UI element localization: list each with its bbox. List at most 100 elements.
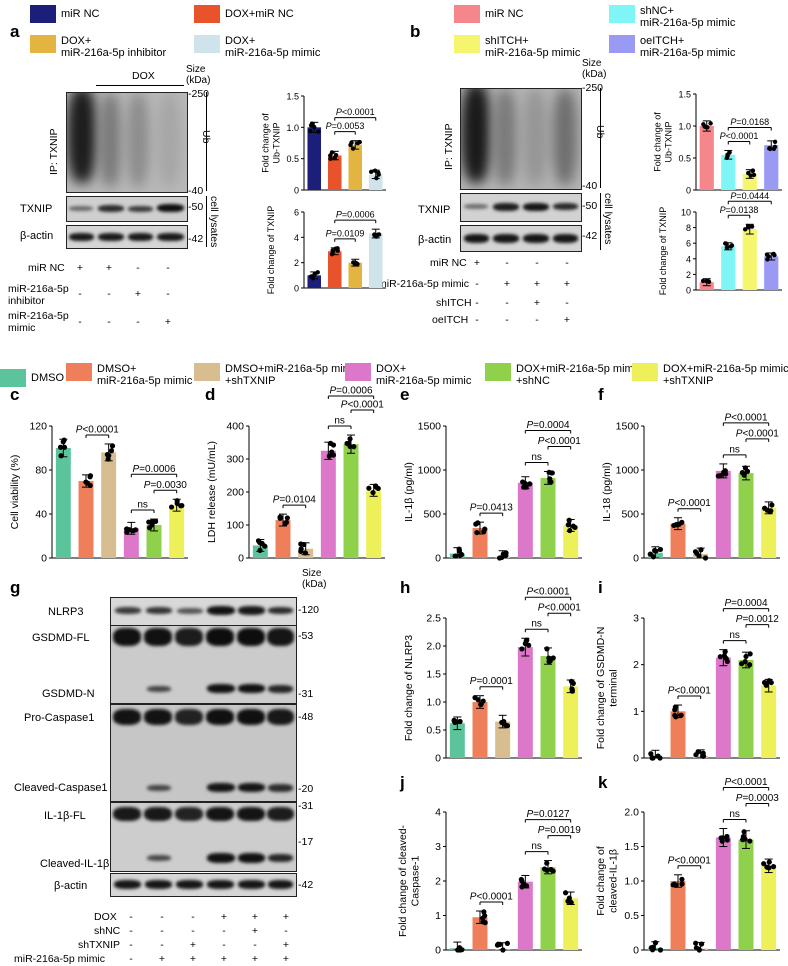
data-point (766, 859, 772, 865)
legend-swatch (485, 363, 511, 381)
sign: + (563, 278, 571, 290)
y-tick-label: 40 (35, 509, 47, 521)
band (523, 234, 549, 243)
band (207, 783, 235, 792)
legend-swatch (66, 363, 92, 381)
band (237, 628, 265, 646)
sign: - (107, 288, 111, 300)
panel-letter-h: h (400, 578, 411, 597)
sign: - (129, 911, 133, 923)
size-mark: -50 (188, 201, 204, 213)
data-point (767, 145, 772, 151)
p-value: <0.0001 (544, 603, 581, 614)
size-mark: -31 (298, 688, 314, 700)
data-point (328, 153, 333, 158)
row-label: shTXNIP (78, 939, 121, 951)
band (98, 233, 124, 241)
y-tick-label: 1.5 (426, 669, 441, 681)
sign: + (76, 262, 84, 274)
data-point (544, 646, 550, 652)
data-point (60, 439, 66, 445)
y-tick-label: 0 (633, 945, 639, 957)
data-point (456, 546, 462, 552)
p-symbol: P (724, 412, 731, 423)
data-point (130, 528, 136, 534)
data-point (655, 753, 661, 759)
data-point (729, 243, 735, 248)
y-tick-label: 0 (633, 753, 639, 765)
p-symbol: P (326, 228, 332, 238)
sign: - (565, 257, 569, 269)
y-tick-label: 0 (686, 186, 691, 196)
data-point (478, 701, 484, 708)
legend-label: DMSO+ miR-216a-5p mimic (97, 363, 193, 387)
bar (348, 144, 363, 190)
p-value: =0.0413 (476, 503, 513, 514)
data-point (766, 865, 772, 871)
band (464, 204, 488, 209)
legend-label: shITCH+ miR-216a-5p mimic (485, 35, 581, 59)
data-point (370, 489, 376, 496)
bar (472, 702, 488, 758)
y-axis-label: Fold change of (654, 112, 663, 172)
size-mark: -53 (298, 630, 314, 642)
sign: - (253, 939, 257, 951)
p-value-label: P=0.0104 (273, 495, 317, 506)
legend-label: DOX+ miR-216a-5p mimic (225, 35, 321, 59)
ub-smear (553, 89, 577, 185)
data-point (570, 680, 576, 686)
data-point (740, 833, 746, 840)
sign: - (129, 953, 133, 965)
p-value: =0.0053 (332, 121, 365, 131)
y-axis-label: terminal (607, 669, 619, 706)
size-label: Size (kDa) (582, 58, 607, 80)
p-symbol: P (736, 428, 743, 439)
data-point (769, 502, 775, 508)
p-value-label: P<0.0001 (341, 400, 385, 411)
bar (563, 525, 579, 558)
actin-label: β-actin (20, 230, 54, 242)
size-mark: -250 (188, 88, 210, 100)
band (464, 234, 489, 243)
data-point (751, 172, 757, 178)
y-axis-label: cleaved-IL-1β (607, 849, 619, 913)
p-symbol: P (668, 686, 675, 697)
data-point (481, 909, 487, 915)
p-value-label: P<0.0001 (526, 587, 570, 598)
bar (563, 686, 579, 758)
p-value-label: ns (137, 500, 148, 511)
data-point (724, 833, 730, 840)
p-value-label: P<0.0001 (724, 412, 768, 423)
data-point (482, 526, 488, 532)
legend-item: oeITCH+ miR-216a-5p mimic (609, 35, 735, 59)
legend-item: DMSO+ miR-216a-5p mimic (66, 363, 192, 387)
sign: - (129, 939, 133, 951)
sign: + (533, 297, 541, 309)
p-value: =0.0003 (742, 793, 779, 804)
bar (721, 246, 736, 290)
data-point (124, 529, 130, 535)
data-point (375, 485, 381, 492)
y-tick-label: 0.5 (678, 154, 691, 164)
band (238, 783, 265, 792)
data-point (708, 121, 713, 126)
data-point (569, 686, 575, 692)
sign: - (475, 297, 479, 309)
p-value: <0.0001 (731, 412, 768, 423)
band (206, 628, 234, 646)
band (128, 206, 153, 212)
band (267, 628, 294, 646)
chart-k-cleaved-il1b: 0 0.5 1.0 1.5 2.0 Fold change of cleaved-IL-1β… (595, 777, 780, 957)
data-point (500, 947, 506, 953)
row-label: miR-216a-5p mimic (378, 278, 470, 290)
y-axis-label: Fold change of cleaved- (397, 824, 409, 937)
p-value: =0.0104 (279, 495, 316, 506)
band (268, 784, 293, 792)
y-tick-label: 6 (686, 239, 691, 249)
ub-smear (523, 89, 547, 185)
bar (517, 482, 533, 558)
actin-blot-g (110, 873, 297, 897)
sign: - (535, 314, 539, 326)
